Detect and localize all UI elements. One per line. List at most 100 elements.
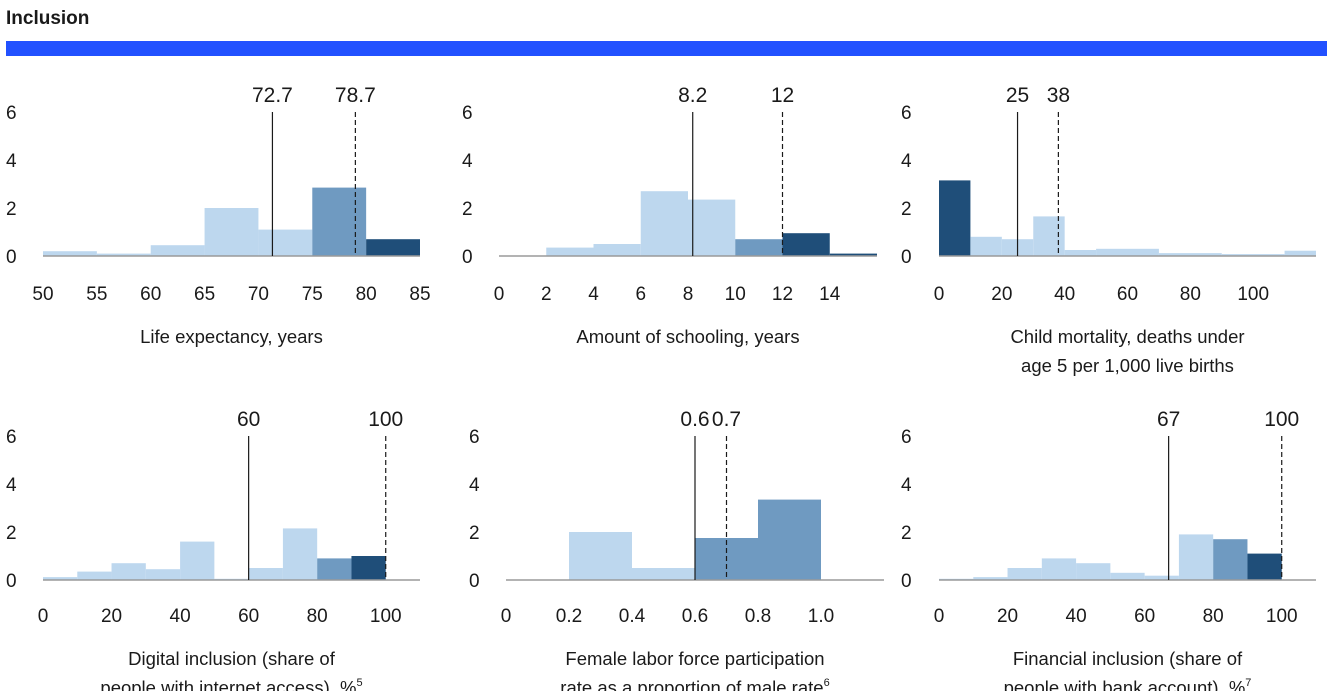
y-tick-label: 6: [901, 103, 912, 124]
y-tick-label: 0: [469, 571, 480, 592]
histogram-bar: [145, 569, 181, 580]
y-tick-label: 2: [462, 199, 473, 220]
reference-value-label: 0.6: [680, 408, 709, 431]
histogram-bar: [1213, 539, 1248, 580]
y-tick-label: 4: [6, 151, 17, 172]
x-tick-label: 65: [194, 284, 215, 305]
x-axis-label: Life expectancy, years: [140, 326, 323, 347]
histogram-bar: [546, 247, 594, 256]
reference-value-label: 100: [1264, 408, 1299, 431]
histogram-bar: [317, 558, 352, 580]
y-tick-label: 0: [901, 571, 912, 592]
x-tick-label: 14: [819, 284, 841, 305]
y-tick-label: 4: [462, 151, 473, 172]
y-tick-label: 0: [6, 247, 17, 268]
x-axis-label: Child mortality, deaths under: [1010, 326, 1244, 347]
histogram-bar: [1144, 575, 1179, 580]
section-title: Inclusion: [6, 8, 90, 29]
histogram-bar: [77, 571, 112, 580]
x-axis-label: Female labor force participation: [565, 648, 824, 669]
x-tick-label: 2: [541, 284, 552, 305]
histogram-bar: [312, 187, 367, 256]
y-tick-label: 4: [469, 475, 480, 496]
y-tick-label: 4: [901, 475, 912, 496]
x-axis-label: Digital inclusion (share of: [128, 648, 336, 669]
x-tick-label: 8: [683, 284, 694, 305]
reference-value-label: 0.7: [712, 408, 741, 431]
y-tick-label: 4: [901, 151, 912, 172]
x-tick-label: 80: [356, 284, 377, 305]
chart-life-expectancy: 0 2 4 6 50 55 60 65 70 75 80 85 72.7 78.7 Life expecta…: [6, 84, 431, 347]
x-tick-label: 70: [248, 284, 269, 305]
histogram-bar: [593, 244, 641, 256]
x-tick-label: 20: [991, 284, 1012, 305]
accent-bar: [6, 41, 1327, 56]
histogram-bar: [282, 528, 318, 580]
x-tick-label: 10: [725, 284, 746, 305]
x-tick-label: 40: [170, 606, 191, 627]
x-tick-label: 60: [238, 606, 259, 627]
histogram-bar: [1221, 254, 1285, 256]
histogram-bar: [1178, 534, 1214, 580]
y-tick-label: 6: [469, 427, 480, 448]
histogram-bar: [758, 499, 821, 580]
x-tick-label: 0: [38, 606, 49, 627]
histogram-bar: [1158, 253, 1222, 256]
histogram-bar: [180, 541, 215, 580]
x-tick-label: 20: [101, 606, 122, 627]
y-tick-label: 2: [6, 523, 17, 544]
x-tick-label: 0.6: [682, 606, 708, 627]
histogram-bar: [1033, 216, 1065, 256]
histogram-bar: [1110, 572, 1145, 580]
y-tick-label: 2: [901, 199, 912, 220]
reference-value-label: 8.2: [678, 84, 707, 107]
reference-value-label: 78.7: [335, 84, 376, 107]
x-tick-label: 6: [635, 284, 646, 305]
x-tick-label: 60: [1117, 284, 1138, 305]
histogram-bar: [569, 532, 632, 580]
histogram-bar: [632, 568, 695, 580]
x-tick-label: 40: [1054, 284, 1075, 305]
histogram-bar: [829, 253, 877, 256]
x-tick-label: 0: [934, 284, 945, 305]
histogram-bar: [1247, 553, 1282, 580]
y-tick-label: 0: [462, 247, 473, 268]
x-tick-label: 60: [140, 284, 161, 305]
reference-value-label: 67: [1157, 408, 1180, 431]
x-tick-label: 100: [1266, 606, 1298, 627]
chart-schooling: 0 2 4 6 0 2 4 6 8 10 12 14 8.2 12 Amount of schooling,…: [462, 84, 877, 347]
histogram-bar: [366, 239, 420, 256]
x-tick-label: 75: [302, 284, 323, 305]
x-tick-label: 50: [32, 284, 53, 305]
x-axis-label: people with internet access), %5: [100, 677, 362, 691]
histogram-bar: [96, 253, 151, 256]
y-tick-label: 6: [6, 103, 17, 124]
x-tick-label: 0.2: [556, 606, 582, 627]
x-tick-label: 12: [772, 284, 793, 305]
histogram-bar: [640, 191, 688, 256]
reference-value-label: 25: [1006, 84, 1029, 107]
histogram-bar: [735, 239, 783, 256]
x-tick-label: 55: [86, 284, 107, 305]
x-tick-label: 100: [1237, 284, 1269, 305]
reference-value-label: 100: [368, 408, 403, 431]
reference-value-label: 72.7: [252, 84, 293, 107]
x-tick-label: 0: [934, 606, 945, 627]
histogram-bar: [351, 556, 386, 580]
y-tick-label: 0: [6, 571, 17, 592]
histogram-bar: [111, 563, 146, 580]
x-tick-label: 80: [307, 606, 328, 627]
histogram-bar: [1007, 568, 1042, 580]
reference-value-label: 60: [237, 408, 260, 431]
histogram-bar: [43, 577, 78, 580]
histogram-bar: [204, 208, 259, 256]
x-axis-label: rate as a proportion of male rate6: [560, 677, 829, 691]
histogram-bar: [43, 251, 97, 256]
y-tick-label: 4: [6, 475, 17, 496]
histogram-bar: [1064, 250, 1097, 256]
x-tick-label: 0.8: [745, 606, 771, 627]
